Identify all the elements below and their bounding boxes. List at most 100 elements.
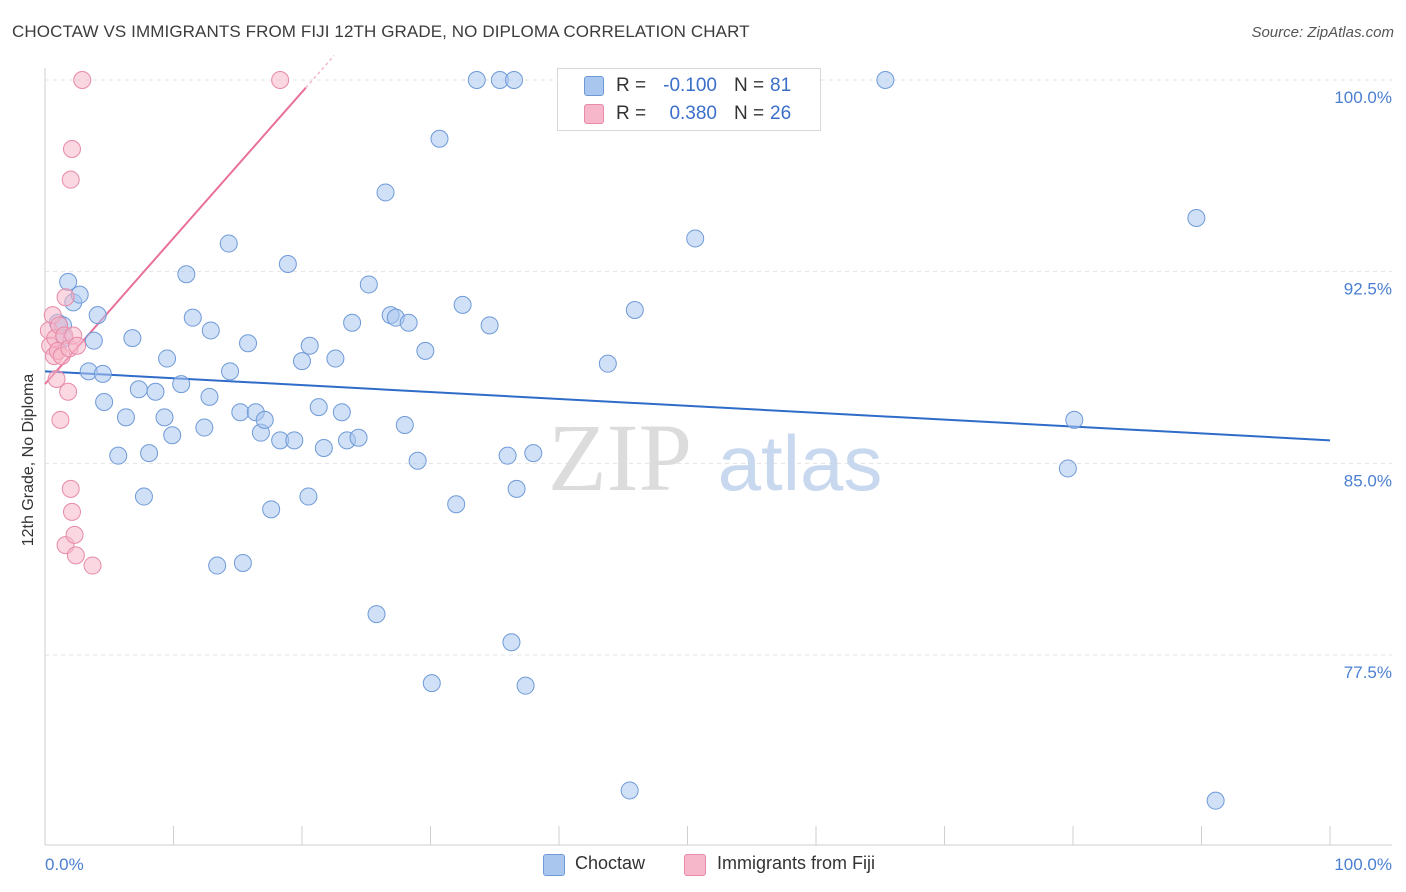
choctaw-point — [158, 349, 177, 368]
choctaw-point — [502, 633, 521, 652]
data-points — [39, 71, 1225, 810]
choctaw-point — [123, 329, 142, 348]
choctaw-point — [231, 403, 250, 422]
choctaw-point — [239, 334, 258, 353]
watermark: ZIP atlas — [548, 404, 882, 511]
choctaw-point — [516, 676, 535, 695]
legend-r-value: 0.380 — [669, 103, 717, 124]
choctaw-point — [146, 382, 165, 401]
choctaw-point — [95, 393, 114, 411]
y-tick-label: 77.5% — [1344, 663, 1392, 682]
x-tick-label: 100.0% — [1334, 855, 1392, 874]
choctaw-point — [93, 364, 112, 383]
choctaw-point — [467, 71, 486, 89]
x-tick-label: 0.0% — [45, 855, 84, 874]
choctaw-point — [221, 362, 240, 381]
legend-r-label: R = — [616, 75, 647, 96]
choctaw-point — [498, 446, 517, 465]
choctaw-point — [172, 375, 191, 394]
fiji-point — [68, 336, 87, 355]
choctaw-point — [262, 500, 281, 519]
choctaw-point — [177, 265, 196, 284]
bottom-legend-swatch-pink — [684, 854, 706, 876]
legend-n-label: N = — [734, 75, 765, 96]
choctaw-point — [129, 380, 148, 399]
choctaw-point — [140, 444, 159, 463]
y-tick-label: 85.0% — [1344, 471, 1392, 490]
choctaw-point — [183, 308, 202, 327]
bottom-legend-swatch-blue — [543, 854, 565, 876]
legend-row-choctaw: R = -0.100 N = 81 — [558, 73, 820, 99]
fiji-point — [271, 71, 290, 89]
fiji-point — [73, 71, 92, 89]
choctaw-point — [395, 416, 414, 434]
choctaw-point — [430, 129, 449, 148]
choctaw-point — [195, 418, 214, 437]
source-credit: Source: ZipAtlas.com — [1251, 24, 1394, 41]
choctaw-point — [408, 451, 427, 470]
fiji-point — [62, 140, 81, 158]
legend-n-value: 26 — [770, 103, 792, 124]
choctaw-point — [300, 336, 319, 355]
fiji-point — [65, 525, 84, 544]
choctaw-point — [84, 331, 103, 350]
fiji-point — [59, 382, 78, 401]
watermark-atlas: atlas — [718, 419, 883, 507]
choctaw-point — [314, 439, 333, 457]
choctaw-point — [134, 487, 153, 506]
bottom-legend-label: Choctaw — [575, 853, 646, 873]
fiji-point — [56, 288, 75, 307]
legend-n-label: N = — [734, 103, 765, 124]
choctaw-point — [255, 410, 274, 429]
choctaw-point — [598, 354, 617, 373]
fiji-trend-extension — [305, 55, 335, 89]
choctaw-point — [88, 306, 107, 325]
choctaw-point — [453, 295, 472, 314]
choctaw-point — [1058, 459, 1077, 478]
choctaw-point — [376, 183, 395, 202]
choctaw-point — [326, 349, 345, 368]
choctaw-point — [332, 403, 351, 422]
bottom-legend-label: Immigrants from Fiji — [717, 853, 876, 873]
choctaw-point — [1187, 209, 1206, 227]
choctaw-point — [309, 398, 328, 417]
choctaw-point — [447, 495, 466, 514]
choctaw-point — [625, 301, 644, 319]
fiji-point — [47, 370, 66, 388]
choctaw-point — [109, 446, 128, 465]
axes — [44, 68, 1392, 846]
choctaw-trend-line — [44, 370, 1331, 442]
choctaw-point — [278, 255, 297, 273]
legend-r-label: R = — [616, 103, 647, 124]
choctaw-point — [507, 479, 526, 498]
fiji-point — [62, 502, 81, 521]
correlation-legend: R = -0.100 N = 81 R = 0.380 N = 26 — [557, 68, 821, 131]
choctaw-point — [359, 275, 378, 294]
choctaw-point — [1065, 410, 1084, 429]
fiji-point — [66, 546, 85, 565]
choctaw-point — [116, 408, 135, 427]
choctaw-point — [876, 71, 895, 89]
choctaw-point — [349, 428, 368, 447]
fiji-trend-line — [44, 87, 307, 385]
choctaw-point — [343, 313, 362, 332]
choctaw-point — [200, 387, 219, 406]
fiji-point — [51, 410, 70, 429]
choctaw-point — [219, 234, 238, 253]
legend-n-value: 81 — [770, 75, 792, 96]
legend-swatch-pink — [584, 104, 604, 124]
choctaw-point — [686, 229, 705, 248]
y-axis-label: 12th Grade, No Diploma — [20, 374, 37, 547]
legend-swatch-blue — [584, 76, 604, 96]
y-tick-label: 92.5% — [1344, 280, 1392, 299]
choctaw-point — [367, 605, 386, 624]
choctaw-point — [285, 431, 304, 450]
watermark-zip: ZIP — [548, 404, 692, 511]
choctaw-point — [620, 781, 639, 800]
choctaw-point — [233, 554, 252, 572]
choctaw-point — [524, 444, 543, 463]
fiji-point — [61, 479, 80, 498]
choctaw-point — [201, 321, 220, 340]
choctaw-point — [1206, 791, 1225, 810]
